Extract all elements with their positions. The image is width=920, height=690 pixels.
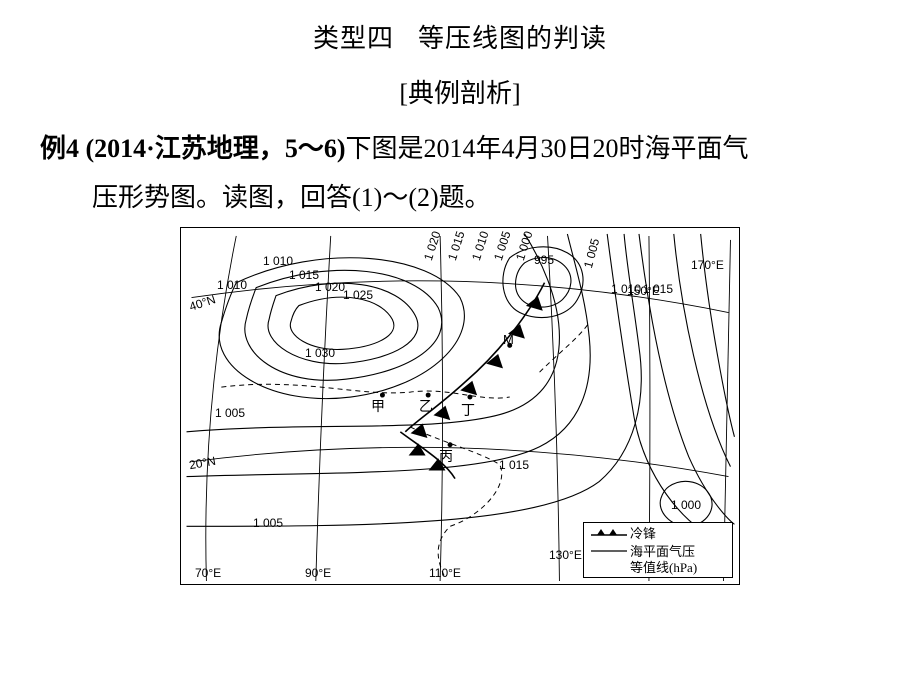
legend-row-coldfront: 冷锋 bbox=[588, 526, 728, 542]
point-m: M bbox=[503, 332, 514, 347]
example-source: (2014·江苏地理，5～6) bbox=[79, 134, 346, 163]
isobar-label: 1 010 bbox=[263, 254, 293, 268]
example-t2: 压形势图。读图，回答(1)～(2)题。 bbox=[40, 173, 880, 222]
lon-label: 150°E bbox=[627, 284, 660, 298]
point-bing: 丙 bbox=[439, 446, 453, 466]
isobar-icon bbox=[588, 544, 630, 560]
isobar-label: 1 020 bbox=[315, 280, 345, 294]
legend-row-isobar2: 等值线(hPa) bbox=[630, 560, 728, 576]
example-t1: 下图是2014年4月30日20时海平面气 bbox=[346, 134, 749, 163]
isobar-label: 1 015 bbox=[499, 458, 529, 472]
point-jia: 甲 bbox=[371, 396, 385, 416]
type-title: 等压线图的判读 bbox=[418, 24, 607, 53]
isobar-label: 995 bbox=[534, 253, 554, 267]
isobar-map: 1 005 1 010 1 010 1 015 1 020 1 025 1 03… bbox=[180, 227, 740, 585]
type-prefix: 类型四 bbox=[313, 24, 394, 53]
section-label: [典例剖析] bbox=[0, 73, 920, 110]
legend-coldfront-label: 冷锋 bbox=[630, 526, 728, 542]
example-label: 例4 bbox=[40, 134, 79, 163]
coldfront-icon bbox=[588, 526, 630, 542]
point-yi: 乙 bbox=[419, 396, 433, 416]
legend-row-isobar: 海平面气压 bbox=[588, 544, 728, 560]
lon-label: 110°E bbox=[429, 566, 461, 580]
example-text: 例4 (2014·江苏地理，5～6)下图是2014年4月30日20时海平面气 压… bbox=[0, 110, 920, 223]
isobar-label: 1 025 bbox=[343, 288, 373, 302]
isobar-label: 1 005 bbox=[253, 516, 283, 530]
isobar-label: 1 000 bbox=[671, 498, 701, 512]
slide-page: 类型四等压线图的判读 [典例剖析] 例4 (2014·江苏地理，5～6)下图是2… bbox=[0, 18, 920, 690]
legend-isobar-label2: 等值线(hPa) bbox=[630, 560, 728, 576]
lon-label: 130°E bbox=[549, 548, 582, 562]
lon-label: 90°E bbox=[305, 566, 331, 580]
map-legend: 冷锋 海平面气压 等值线(hPa) bbox=[583, 522, 733, 578]
point-ding: 丁 bbox=[461, 400, 475, 420]
legend-isobar-label1: 海平面气压 bbox=[630, 544, 728, 560]
isobar-label: 1 030 bbox=[305, 346, 335, 360]
lon-label: 70°E bbox=[195, 566, 221, 580]
isobar-label: 1 010 bbox=[217, 278, 247, 292]
figure-container: 1 005 1 010 1 010 1 015 1 020 1 025 1 03… bbox=[0, 227, 920, 590]
lon-label: 170°E bbox=[691, 258, 724, 272]
isobar-label: 1 005 bbox=[215, 406, 245, 420]
type-heading: 类型四等压线图的判读 bbox=[0, 18, 920, 55]
